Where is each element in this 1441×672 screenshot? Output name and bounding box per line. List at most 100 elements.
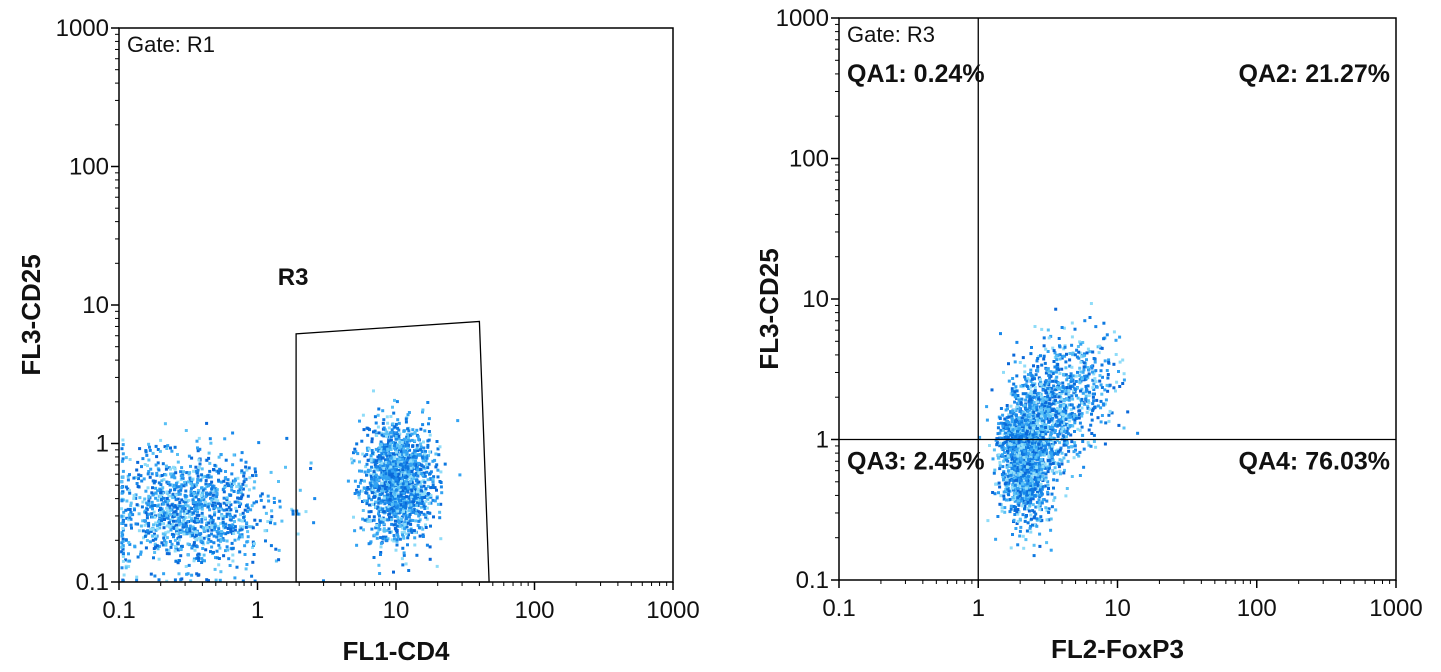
event-dot: [1010, 423, 1013, 427]
event-dot: [137, 473, 141, 477]
event-dot: [385, 434, 388, 438]
event-dot: [416, 468, 420, 472]
event-dot: [166, 516, 170, 520]
event-dot: [242, 480, 246, 484]
event-dot: [120, 534, 124, 538]
event-dot: [427, 417, 431, 421]
event-dot: [1049, 548, 1053, 552]
event-dot: [1014, 453, 1018, 457]
event-dot: [419, 442, 423, 446]
event-dot: [1010, 389, 1014, 393]
event-dot: [438, 510, 442, 514]
event-dot: [1048, 398, 1052, 402]
event-dot: [175, 531, 179, 535]
event-dot: [1021, 411, 1025, 415]
event-dot: [168, 518, 172, 522]
event-dot: [406, 467, 410, 471]
event-dot: [375, 465, 379, 469]
event-dot: [1025, 450, 1029, 454]
event-dot: [358, 469, 361, 473]
event-dot: [304, 510, 308, 514]
event-dot: [231, 530, 234, 534]
event-dot: [404, 465, 408, 469]
event-dot: [419, 427, 423, 431]
event-dot: [167, 548, 171, 552]
event-dot: [165, 524, 169, 528]
event-dot: [125, 499, 129, 503]
event-dot: [1012, 518, 1016, 522]
event-dot: [385, 432, 389, 436]
event-dot: [415, 504, 419, 507]
event-dot: [1021, 482, 1025, 486]
event-dot: [372, 470, 376, 474]
event-dot: [384, 537, 388, 541]
event-dot: [426, 466, 430, 470]
event-dot: [1004, 498, 1008, 502]
event-dot: [195, 503, 199, 507]
event-dot: [376, 449, 380, 453]
event-dot: [1024, 377, 1028, 381]
event-dot: [407, 472, 411, 476]
event-dot: [198, 462, 202, 466]
event-dot: [1012, 471, 1016, 475]
event-dot: [160, 474, 164, 477]
event-dot: [1038, 493, 1042, 497]
event-dot: [1011, 428, 1015, 432]
event-dot: [244, 460, 248, 464]
event-dot: [220, 530, 224, 533]
event-dot: [1015, 340, 1019, 344]
event-dot: [1002, 459, 1006, 463]
event-dot: [165, 500, 169, 504]
event-dot: [377, 497, 381, 501]
event-dot: [996, 456, 1000, 460]
event-dot: [359, 478, 363, 482]
event-dot: [1033, 487, 1037, 491]
event-dot: [1025, 418, 1029, 422]
event-dot: [172, 472, 176, 476]
event-dot: [356, 490, 360, 494]
event-dot: [193, 484, 197, 488]
event-dot: [369, 454, 373, 458]
event-dot: [153, 532, 156, 536]
event-dot: [217, 506, 220, 510]
event-dot: [1002, 441, 1006, 445]
event-dot: [191, 525, 195, 529]
event-dot: [373, 484, 377, 488]
event-dot: [158, 511, 162, 515]
event-dot: [385, 506, 389, 510]
event-dot: [1022, 445, 1025, 449]
event-dot: [252, 544, 255, 547]
event-dot: [1034, 505, 1038, 509]
event-dot: [405, 477, 409, 481]
event-dot: [246, 494, 250, 498]
event-dot: [1023, 370, 1027, 374]
event-dot: [121, 452, 125, 456]
event-dot: [418, 494, 422, 498]
event-dot: [411, 519, 415, 522]
event-dot: [224, 458, 228, 462]
event-dot: [373, 476, 377, 480]
event-dot: [217, 527, 221, 531]
event-dot: [1081, 440, 1085, 443]
event-dot: [213, 513, 216, 517]
event-dot: [196, 491, 200, 495]
event-dot: [176, 485, 180, 489]
y-tick-label: 100: [69, 154, 109, 181]
event-dot: [173, 445, 177, 449]
event-dot: [1058, 458, 1062, 462]
event-dot: [229, 530, 233, 534]
event-dot: [1086, 404, 1090, 408]
event-dot: [152, 481, 156, 485]
event-dot: [135, 468, 139, 472]
event-dot: [377, 501, 381, 505]
event-dot: [1013, 400, 1017, 404]
event-dot: [389, 465, 393, 469]
event-dot: [1045, 541, 1049, 545]
event-dot: [1006, 487, 1010, 491]
event-dot: [173, 549, 177, 553]
event-dot: [1017, 396, 1021, 400]
event-dot: [397, 421, 401, 425]
event-dot: [376, 455, 380, 459]
event-dot: [379, 536, 383, 540]
event-dot: [1019, 438, 1023, 442]
